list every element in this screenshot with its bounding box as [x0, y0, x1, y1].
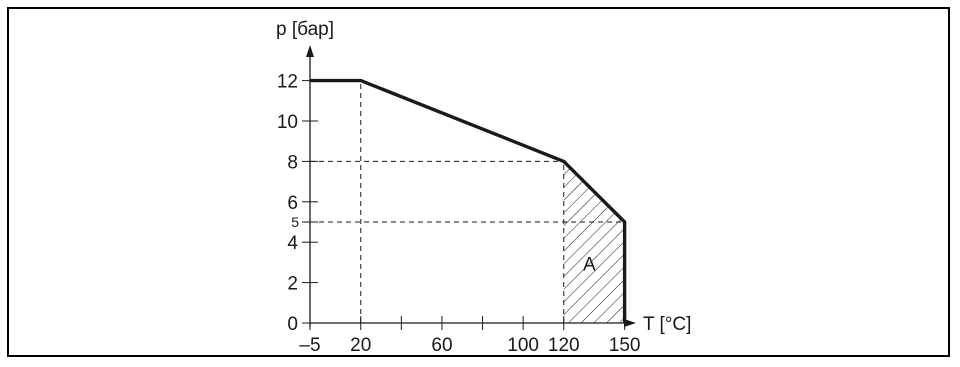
y-axis-title: p [бар] [276, 19, 334, 40]
y-tick-label-5: 8 [287, 152, 298, 173]
y-tick-label-3: 5 [291, 214, 299, 230]
x-tick-label-2: 60 [431, 335, 452, 356]
x-tick-label-4: 120 [548, 335, 580, 356]
y-tick-label-6: 10 [277, 112, 298, 133]
y-tick-label-2: 4 [287, 233, 298, 254]
shaded-region-a [563, 161, 625, 323]
y-tick-label-0: 0 [287, 314, 298, 335]
x-tick-label-3: 100 [507, 335, 539, 356]
x-tick-label-1: 20 [350, 335, 371, 356]
region-label-a: A [583, 254, 596, 275]
x-tick-label-5: 150 [609, 335, 641, 356]
y-tick-label-4: 6 [287, 193, 298, 214]
x-axis-title: T [°C] [643, 314, 691, 335]
x-axis-arrow [624, 319, 636, 327]
chart-frame [7, 7, 950, 357]
x-tick-label-0: –5 [299, 335, 320, 356]
series-line-0 [310, 78, 627, 323]
y-axis-arrow [306, 45, 314, 57]
y-tick-label-7: 12 [277, 72, 298, 93]
y-tick-label-1: 2 [287, 274, 298, 295]
